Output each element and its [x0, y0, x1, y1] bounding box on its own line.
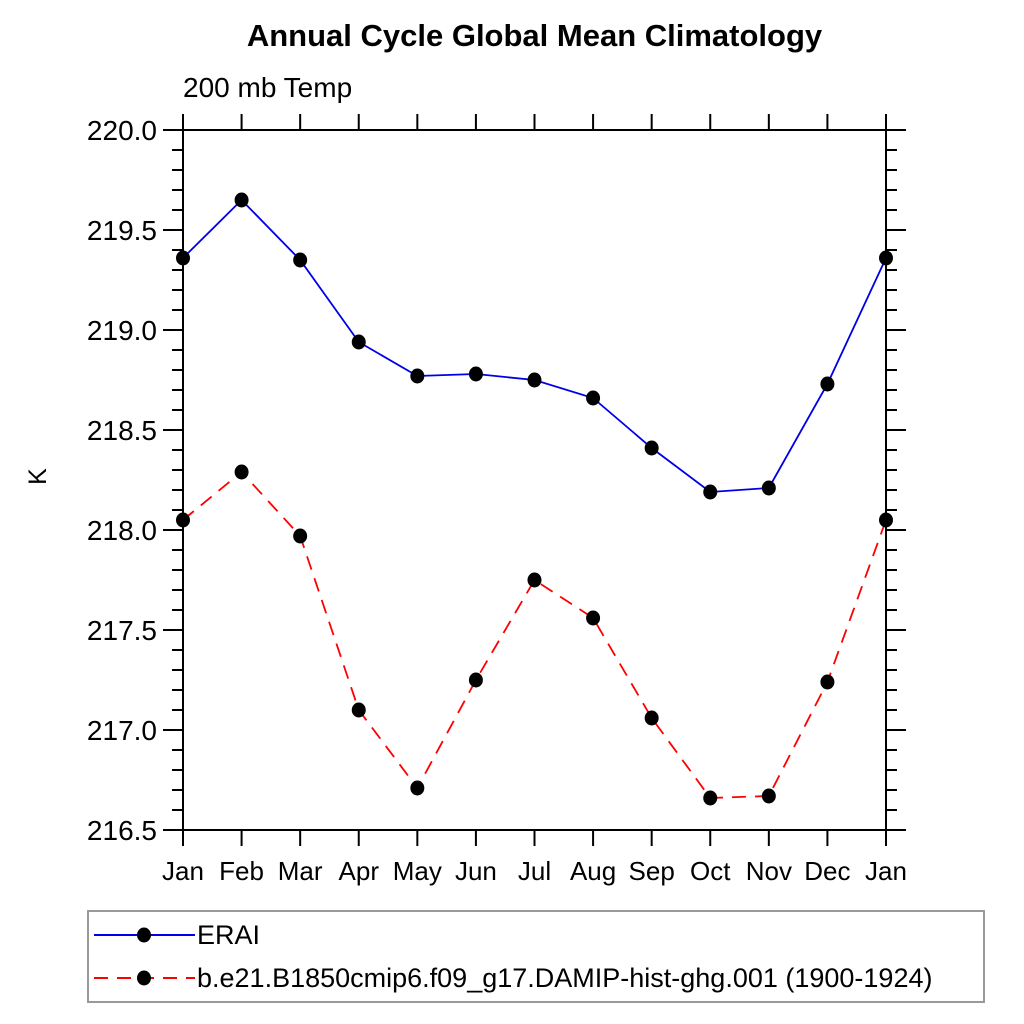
data-point-marker: [761, 480, 776, 496]
data-point-marker: [527, 572, 542, 588]
data-point-marker: [703, 484, 718, 500]
y-tick-label: 219.5: [87, 215, 157, 246]
chart-title: Annual Cycle Global Mean Climatology: [246, 18, 823, 53]
data-point-marker: [879, 250, 893, 266]
data-point-marker: [644, 710, 659, 726]
x-tick-label: Mar: [278, 856, 323, 886]
legend-line-sample-dashed: [94, 970, 195, 986]
y-tick-label: 220.0: [87, 115, 157, 146]
legend-label-erai: ERAI: [197, 919, 261, 950]
x-tick-label: Sep: [629, 856, 675, 886]
legend-item-erai: ERAI: [89, 915, 983, 955]
y-tick-label: 217.5: [87, 615, 157, 646]
data-point-marker: [176, 512, 190, 528]
x-tick-label: Oct: [690, 856, 731, 886]
series-line-0: [182, 198, 887, 493]
legend-item-model: b.e21.B1850cmip6.f09_g17.DAMIP-hist-ghg.…: [89, 958, 983, 998]
legend-line-sample-solid: [94, 927, 195, 943]
x-tick-label: Aug: [570, 856, 616, 886]
data-point-marker: [703, 790, 718, 806]
data-point-marker: [293, 252, 308, 268]
y-tick-label: 218.0: [87, 515, 157, 546]
data-point-marker: [644, 440, 659, 456]
data-point-marker: [410, 780, 425, 796]
data-point-marker: [468, 366, 483, 382]
x-tick-label: Jan: [162, 856, 204, 886]
y-tick-label: 219.0: [87, 315, 157, 346]
x-tick-label: Jul: [518, 856, 551, 886]
data-point-marker: [234, 192, 249, 208]
y-tick-label: 218.5: [87, 415, 157, 446]
data-point-marker: [761, 788, 776, 804]
x-tick-label: Jan: [865, 856, 907, 886]
data-point-marker: [351, 702, 366, 718]
data-point-marker: [586, 610, 601, 626]
data-point-marker: [293, 528, 308, 544]
y-tick-label: 217.0: [87, 715, 157, 746]
axis-frame: [182, 129, 887, 831]
x-tick-label: May: [393, 856, 442, 886]
data-point-marker: [820, 376, 835, 392]
data-point-marker: [234, 464, 249, 480]
data-point-marker: [468, 672, 483, 688]
x-tick-label: Jun: [455, 856, 497, 886]
chart-subtitle: 200 mb Temp: [183, 72, 353, 103]
data-point-marker: [410, 368, 425, 384]
data-point-marker: [820, 674, 835, 690]
data-point-marker: [586, 390, 601, 406]
x-tick-label: Nov: [746, 856, 792, 886]
y-tick-label: 216.5: [87, 815, 157, 846]
x-tick-label: Dec: [804, 856, 850, 886]
data-point-marker: [527, 372, 542, 388]
data-point-marker: [351, 334, 366, 350]
legend-marker-dot: [137, 970, 151, 986]
legend-label-model: b.e21.B1850cmip6.f09_g17.DAMIP-hist-ghg.…: [197, 962, 933, 993]
x-tick-label: Feb: [219, 856, 264, 886]
legend-marker-dot: [137, 927, 151, 943]
x-tick-label: Apr: [339, 856, 380, 886]
data-point-marker: [879, 512, 893, 528]
series-line-1: [182, 470, 887, 799]
data-point-marker: [176, 250, 190, 266]
legend-box: ERAI b.e21.B1850cmip6.f09_g17.DAMIP-hist…: [87, 910, 985, 1003]
